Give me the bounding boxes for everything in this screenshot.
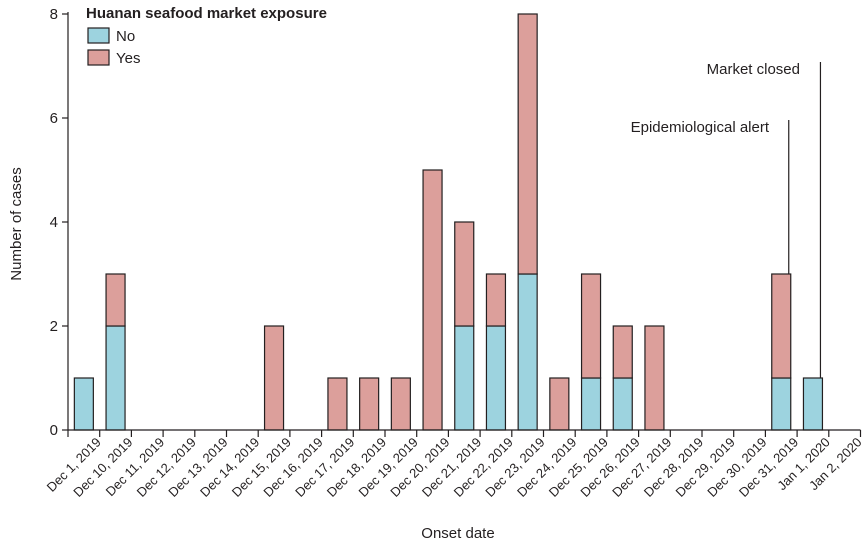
legend-label-yes: Yes: [116, 50, 140, 67]
y-tick-label-6: 6: [50, 110, 58, 127]
legend-swatch-yes: [87, 49, 110, 66]
bar-yes-dec-17-2019: [327, 377, 348, 431]
annotations: Epidemiological alert Market closed: [631, 61, 822, 378]
bar-yes-dec-20-2019: [422, 169, 443, 431]
bar-no-dec-25-2019: [580, 377, 602, 431]
bars-layer: [73, 13, 824, 431]
y-tick-label-4: 4: [50, 214, 58, 231]
bar-no-dec-23-2019: [517, 273, 538, 431]
annotation-epidemiological-alert: Epidemiological alert: [631, 119, 770, 136]
y-tick-label-0: 0: [50, 422, 58, 439]
legend: Huanan seafood market exposure No Yes: [86, 5, 327, 67]
bar-yes-dec-26-2019: [612, 325, 633, 379]
bar-yes-dec-24-2019: [549, 377, 570, 431]
bar-no-dec-31-2019: [771, 377, 792, 431]
bar-yes-dec-21-2019: [454, 221, 475, 327]
y-tick-label-2: 2: [50, 318, 58, 335]
annotation-market-closed: Market closed: [707, 61, 800, 78]
bar-yes-dec-31-2019: [771, 273, 792, 379]
bar-yes-dec-23-2019: [517, 13, 538, 275]
x-axis-title: Onset date: [421, 525, 494, 541]
bar-yes-dec-15-2019: [263, 325, 285, 431]
legend-title: Huanan seafood market exposure: [86, 5, 327, 22]
bar-no-jan-1-2020: [802, 377, 824, 431]
bar-no-dec-10-2019: [105, 325, 126, 431]
y-axis-title: Number of cases: [8, 167, 25, 280]
bar-no-dec-26-2019: [612, 377, 633, 431]
bar-yes-dec-22-2019: [485, 273, 507, 327]
bar-no-dec-1-2019: [73, 377, 94, 431]
bar-yes-dec-19-2019: [390, 377, 411, 431]
bar-no-dec-22-2019: [485, 325, 507, 431]
bar-yes-dec-18-2019: [359, 377, 380, 431]
y-tick-label-8: 8: [50, 6, 58, 23]
bar-yes-dec-10-2019: [105, 273, 126, 327]
bar-yes-dec-25-2019: [580, 273, 602, 379]
legend-swatch-no: [87, 27, 110, 44]
bar-no-dec-21-2019: [454, 325, 475, 431]
legend-label-no: No: [116, 28, 135, 45]
bar-yes-dec-27-2019: [644, 325, 665, 431]
